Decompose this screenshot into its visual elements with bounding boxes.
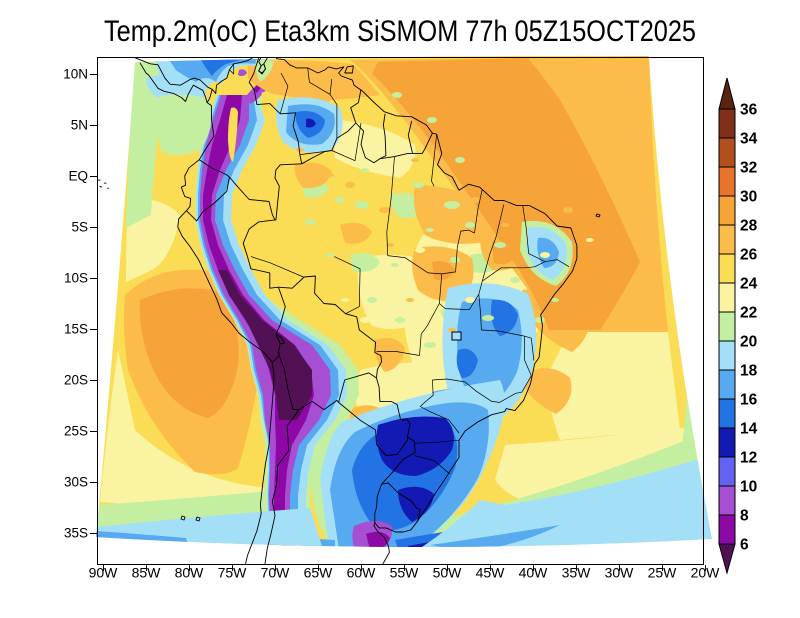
svg-text:36: 36 (740, 102, 758, 119)
svg-text:30S: 30S (64, 475, 88, 490)
svg-text:22: 22 (740, 305, 757, 322)
svg-text:20S: 20S (64, 373, 88, 388)
svg-text:12: 12 (740, 450, 757, 467)
svg-text:65W: 65W (304, 565, 334, 581)
svg-text:15S: 15S (64, 322, 88, 337)
svg-text:6: 6 (740, 537, 749, 554)
svg-text:40W: 40W (519, 565, 549, 581)
svg-text:14: 14 (740, 421, 758, 438)
svg-text:10S: 10S (64, 271, 88, 286)
svg-text:8: 8 (740, 508, 749, 525)
svg-text:Temp.2m(oC) Eta3km SiSMOM 77h: Temp.2m(oC) Eta3km SiSMOM 77h 05Z15OCT20… (104, 15, 696, 48)
svg-text:10: 10 (740, 479, 757, 496)
svg-text:30W: 30W (605, 565, 635, 581)
svg-text:70W: 70W (261, 565, 291, 581)
svg-text:32: 32 (740, 160, 757, 177)
svg-text:80W: 80W (175, 565, 205, 581)
svg-text:20W: 20W (691, 565, 721, 581)
svg-text:35S: 35S (64, 526, 88, 541)
svg-text:60W: 60W (347, 565, 377, 581)
svg-text:16: 16 (740, 392, 758, 409)
svg-text:10N: 10N (63, 67, 88, 82)
svg-text:75W: 75W (218, 565, 248, 581)
svg-text:EQ: EQ (68, 169, 88, 184)
svg-text:85W: 85W (132, 565, 162, 581)
svg-text:26: 26 (740, 247, 758, 264)
svg-text:25S: 25S (64, 424, 88, 439)
svg-text:34: 34 (740, 131, 758, 148)
svg-text:18: 18 (740, 363, 758, 380)
svg-text:45W: 45W (476, 565, 506, 581)
svg-text:55W: 55W (390, 565, 420, 581)
svg-text:30: 30 (740, 189, 757, 206)
svg-text:50W: 50W (433, 565, 463, 581)
svg-text:90W: 90W (89, 565, 119, 581)
svg-text:28: 28 (740, 218, 758, 235)
svg-text:5N: 5N (71, 118, 88, 133)
svg-text:25W: 25W (648, 565, 678, 581)
svg-text:35W: 35W (562, 565, 592, 581)
svg-text:5S: 5S (71, 220, 88, 235)
svg-text:24: 24 (740, 276, 758, 293)
svg-text:20: 20 (740, 334, 757, 351)
